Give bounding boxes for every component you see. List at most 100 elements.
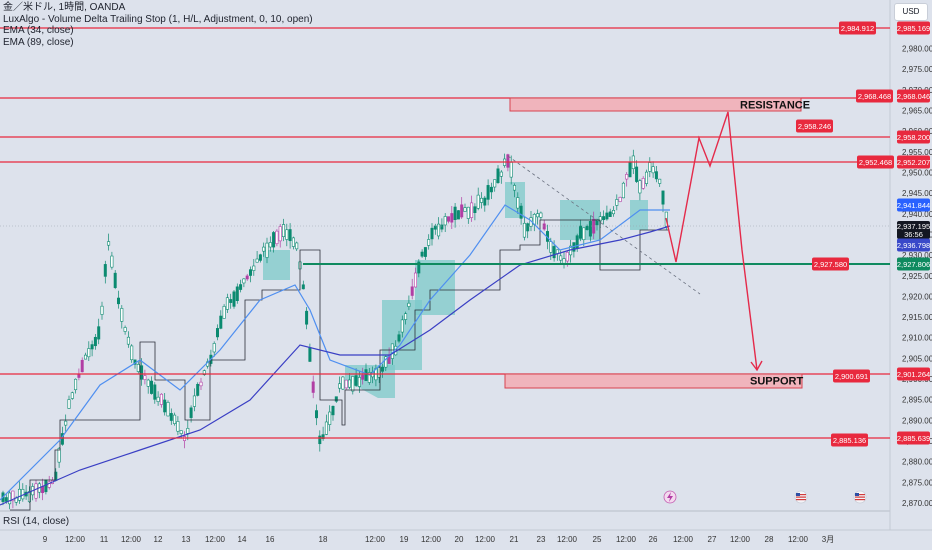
candle-body <box>232 291 236 307</box>
candle-body <box>456 210 460 220</box>
price-tags: 2,984.912 2,985.169 2,968.468 2,968.046 2,95… <box>796 21 930 447</box>
ema-89-tag-bg <box>897 238 930 252</box>
time-tick-label: 12:00 <box>673 535 694 544</box>
candle-body <box>324 421 328 435</box>
candle-body <box>470 202 474 218</box>
time-tick-label: 12:00 <box>365 535 386 544</box>
candle-body <box>17 488 21 501</box>
support-zone[interactable] <box>504 373 803 389</box>
symbol-title[interactable]: 金／米ドル, 1時間, OANDA <box>3 2 126 13</box>
candle-body <box>196 383 200 396</box>
resistance-label: RESISTANCE <box>740 100 810 112</box>
current-price-tag-bg <box>897 221 930 239</box>
axis-level-tag[interactable]: 2,968.046 <box>897 92 930 101</box>
candle-body <box>542 223 546 230</box>
candle-body <box>87 348 91 358</box>
time-tick-label: 25 <box>593 535 602 544</box>
candle-body <box>331 405 335 416</box>
level-tag-bg <box>812 257 849 271</box>
candle-body <box>225 297 229 310</box>
us-flag-icon-2[interactable] <box>853 490 867 504</box>
candle-body <box>417 261 421 274</box>
rsi-pane-label[interactable]: RSI (14, close) <box>3 516 70 527</box>
candle-body <box>450 213 454 223</box>
axis-level-tag[interactable]: 2,927.806 <box>897 260 930 269</box>
axis-level-tag[interactable]: 2,958.200 <box>897 133 930 142</box>
price-tick-label: 2,965.000 <box>902 106 932 115</box>
level-tag[interactable]: 2,900.691 <box>835 372 868 381</box>
price-tick-label: 2,915.000 <box>902 313 932 322</box>
axis-level-tag[interactable]: 2,952.207 <box>897 158 930 167</box>
candle-body <box>314 410 318 419</box>
us-flag-icon[interactable] <box>794 490 808 504</box>
candle-body <box>582 227 586 241</box>
candle-body <box>512 185 516 191</box>
axis-level-tag[interactable]: 2,901.264 <box>897 370 930 379</box>
currency-button[interactable]: USD <box>894 3 928 21</box>
candle-body <box>404 313 408 320</box>
candle-body <box>562 258 566 264</box>
candle-body <box>74 378 78 391</box>
candle-body <box>281 224 285 237</box>
candle-body <box>638 180 642 194</box>
candle-body <box>460 204 464 218</box>
candle-body <box>427 239 431 246</box>
resistance-zone[interactable] <box>509 97 802 112</box>
band-segment <box>630 200 648 230</box>
price-tick-label: 2,945.000 <box>902 189 932 198</box>
candle-body <box>661 190 665 205</box>
candle-body <box>4 497 8 502</box>
ema-34-tag[interactable]: 2,941.844 <box>897 201 930 210</box>
candle-body <box>169 413 173 421</box>
indicator-ema-34[interactable]: EMA (34, close) <box>3 25 74 36</box>
level-tag[interactable]: 2,952.468 <box>859 158 892 167</box>
candle-body <box>380 366 384 372</box>
level-tag[interactable]: 2,984.912 <box>841 24 874 33</box>
candle-body <box>84 354 88 360</box>
time-tick-label: 12:00 <box>421 535 442 544</box>
time-tick-label: 11 <box>100 535 109 544</box>
candle-body <box>120 308 124 322</box>
level-tag[interactable]: 2,927.580 <box>814 260 847 269</box>
candle-body <box>509 162 513 178</box>
candle-body <box>305 310 309 325</box>
time-tick-label: 12:00 <box>205 535 226 544</box>
axis-level-tag[interactable]: 2,885.639 <box>897 434 930 443</box>
candle-body <box>625 174 629 180</box>
level-tag-bg <box>833 369 870 383</box>
candle-body <box>585 225 589 230</box>
candle-body <box>295 242 299 250</box>
current-price-value[interactable]: 2,937.195 <box>897 222 930 231</box>
level-tag[interactable]: 2,958.246 <box>798 122 831 131</box>
candle-body <box>64 420 68 426</box>
level-tag[interactable]: 2,968.468 <box>858 92 891 101</box>
time-tick-label: 27 <box>708 535 717 544</box>
ema-89-tag[interactable]: 2,936.798 <box>897 241 930 250</box>
candle-body <box>578 225 582 239</box>
candle-body <box>463 207 467 212</box>
candle-body <box>212 343 216 353</box>
candle-body <box>321 434 325 440</box>
candle-body <box>552 246 556 259</box>
candle-body <box>496 168 500 183</box>
candle-body <box>651 166 655 174</box>
candle-body <box>235 286 239 301</box>
time-tick-label: 12:00 <box>788 535 809 544</box>
axis-level-tag[interactable]: 2,985.169 <box>897 24 930 33</box>
candle-body <box>262 246 266 252</box>
candle-body <box>654 171 658 180</box>
lightning-icon[interactable] <box>663 490 677 504</box>
indicator-volume-delta[interactable]: LuxAlgo - Volume Delta Trailing Stop (1,… <box>3 13 313 25</box>
candle-body <box>126 336 130 345</box>
candle-body <box>367 372 371 383</box>
candle-body <box>618 196 622 202</box>
candle-body <box>41 486 45 494</box>
candle-body <box>146 379 150 387</box>
indicator-ema-89[interactable]: EMA (89, close) <box>3 36 74 48</box>
level-tag[interactable]: 2,885.136 <box>833 436 866 445</box>
projection-path[interactable] <box>665 111 758 371</box>
candle-body <box>397 334 401 342</box>
time-tick-label: 12:00 <box>475 535 496 544</box>
candle-body <box>328 411 332 425</box>
